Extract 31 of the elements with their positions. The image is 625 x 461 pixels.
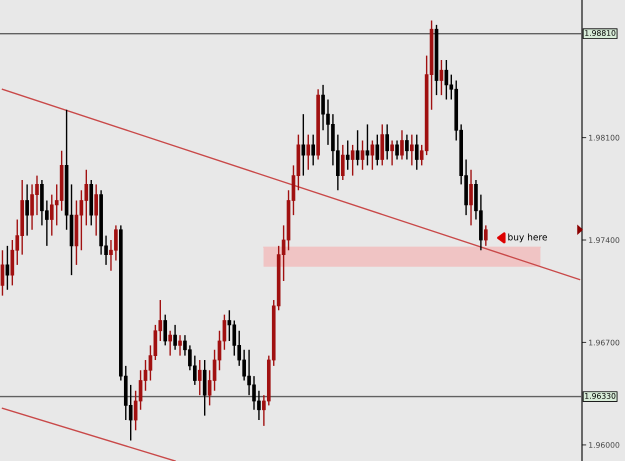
- candlestick: [346, 140, 350, 170]
- candlestick: [25, 184, 29, 236]
- candlestick: [400, 130, 404, 160]
- candlestick: [0, 250, 4, 296]
- candlestick: [311, 134, 316, 166]
- candlestick: [360, 140, 364, 170]
- candlestick: [168, 330, 172, 356]
- candlestick: [198, 359, 202, 396]
- candlestick: [370, 140, 374, 170]
- candlestick: [178, 334, 182, 356]
- candlestick: [163, 314, 168, 346]
- candlestick: [390, 140, 394, 166]
- candlestick: [385, 124, 390, 160]
- candlestick: [6, 245, 10, 290]
- candlestick: [94, 184, 98, 236]
- candlestick: [375, 134, 380, 166]
- candlestick: [484, 224, 488, 247]
- candlestick: [306, 134, 310, 170]
- candlestick: [469, 169, 473, 226]
- candlestick: [302, 113, 306, 176]
- candlestick: [356, 130, 360, 166]
- candlestick: [405, 134, 409, 160]
- candlestick: [350, 144, 354, 176]
- candlestick: [340, 144, 345, 181]
- candlestick: [414, 134, 419, 170]
- candlestick: [410, 134, 414, 166]
- candlestick: [366, 124, 370, 166]
- candlestick: [173, 324, 177, 350]
- annotation: buy here: [508, 234, 548, 242]
- candlestick: [395, 140, 399, 160]
- candlestick: [440, 59, 444, 96]
